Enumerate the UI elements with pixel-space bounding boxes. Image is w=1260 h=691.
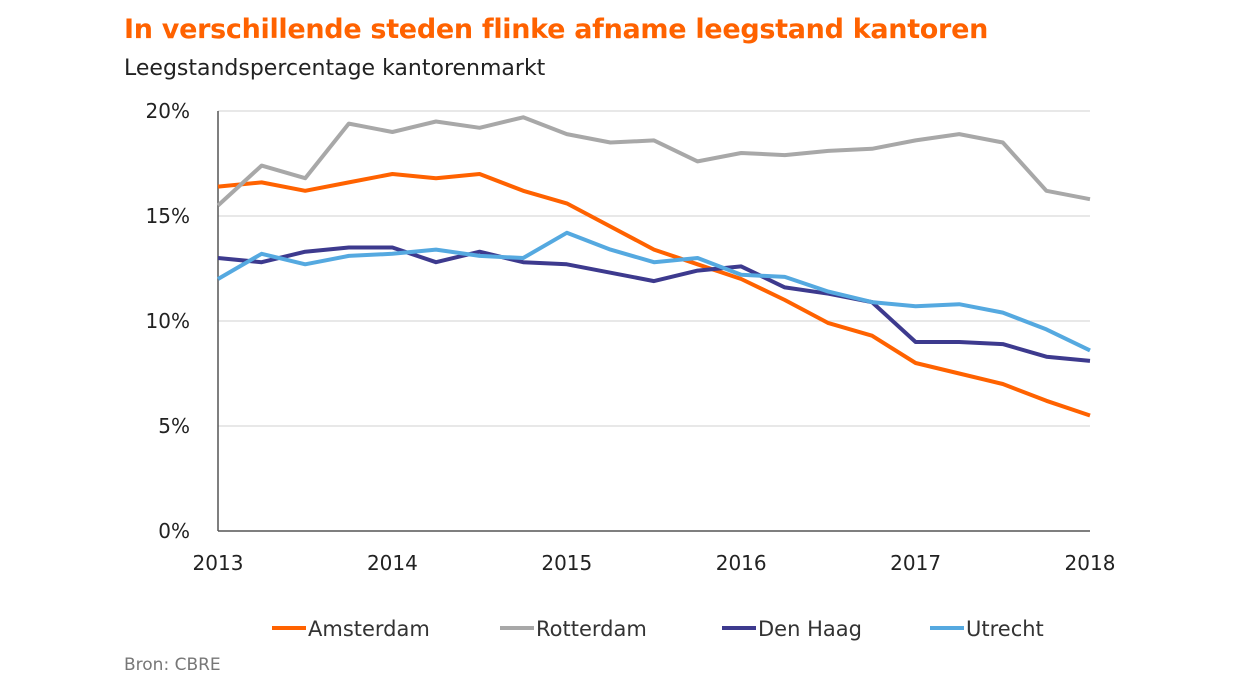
legend-label: Utrecht xyxy=(966,617,1044,641)
legend-label: Amsterdam xyxy=(308,617,430,641)
chart-title: In verschillende steden flinke afname le… xyxy=(124,14,989,45)
x-tick-label: 2018 xyxy=(1065,551,1116,575)
series-line-utrecht xyxy=(216,230,1091,353)
legend-label: Rotterdam xyxy=(536,617,647,641)
source-note: Bron: CBRE xyxy=(124,655,221,675)
x-tick-label: 2014 xyxy=(367,551,418,575)
series-line-den-haag xyxy=(217,245,1091,363)
legend-label: Den Haag xyxy=(758,617,862,641)
x-tick-label: 2015 xyxy=(541,551,592,575)
gridlines xyxy=(218,110,1090,427)
y-tick-label: 5% xyxy=(158,414,190,438)
series-lines xyxy=(216,115,1091,418)
y-tick-label: 0% xyxy=(158,519,190,543)
y-tick-label: 15% xyxy=(146,204,190,228)
legend: Amsterdam Rotterdam Den Haag Utrecht xyxy=(272,617,1044,641)
x-tick-label: 2013 xyxy=(193,551,244,575)
series-line-amsterdam xyxy=(217,172,1091,418)
y-tick-label: 20% xyxy=(146,99,190,123)
x-tick-label: 2016 xyxy=(716,551,767,575)
series-line-rotterdam xyxy=(216,115,1091,207)
chart-subtitle: Leegstandspercentage kantorenmarkt xyxy=(124,56,546,81)
y-tick-label: 10% xyxy=(146,309,190,333)
x-tick-label: 2017 xyxy=(890,551,941,575)
axes: 0% 5% 10% 15% 20% 2013 2014 2015 2016 2017 2018 xyxy=(146,99,1116,575)
